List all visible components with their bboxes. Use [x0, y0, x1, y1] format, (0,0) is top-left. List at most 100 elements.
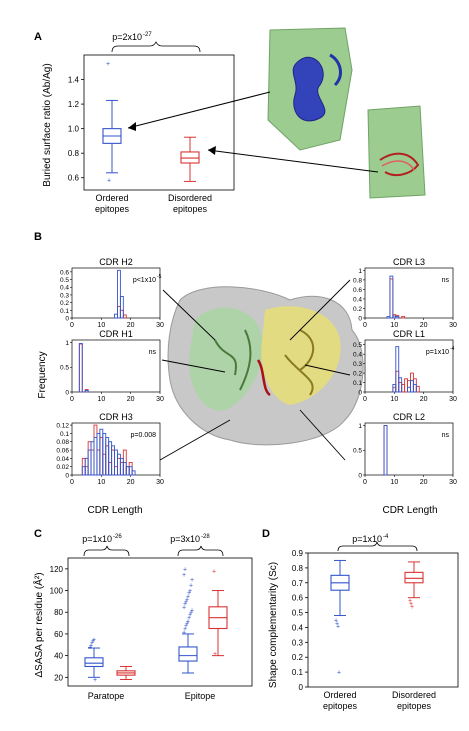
- panel-d-ytick-label: 0.1: [292, 668, 304, 677]
- cdr-pvalue-annotation: ns: [442, 432, 450, 439]
- panel-a-brace: [111, 41, 201, 53]
- cdr-ytick-label: 0.8: [353, 277, 362, 284]
- panel-a-box: [180, 151, 200, 164]
- panel-c-outlier: +: [92, 637, 96, 644]
- cdr-subplot-title: CDR L3: [393, 257, 425, 267]
- panel-b-ylabel: Frequency: [37, 351, 48, 398]
- cdr-pvalue-exp: -5: [157, 274, 162, 280]
- cdr-pvalue-annotation: ns: [149, 349, 157, 356]
- cdr-xtick-label: 0: [70, 396, 74, 403]
- panel-c-outlier: +: [186, 593, 190, 600]
- panel-c-brace-2: [177, 545, 224, 557]
- cdr-bar-ordered: [131, 470, 136, 476]
- cdr-ytick-label: 0.2: [353, 371, 362, 378]
- cdr-subplot-title: CDR H3: [99, 412, 133, 422]
- cdr-subplot-cdr-h3: CDR H3 0 10 20 30 0.120.10.08 0.060.040.02 0 p=0…: [56, 412, 164, 486]
- panel-c-pvalue-2-exp: -28: [201, 534, 210, 540]
- panel-c-outlier: +: [93, 677, 97, 684]
- cdr-ytick-label: 0.04: [56, 456, 69, 463]
- cdr-bar-ordered: [117, 269, 121, 319]
- cdr-ytick-label: 0.5: [353, 448, 362, 455]
- cdr-subplot-cdr-l1: CDR L1 0 10 20 30 0.5 0.4 0.3 0.2 0.1 0 p=1x10 -4: [353, 329, 457, 403]
- panel-c-outlier: +: [184, 623, 188, 630]
- cdr-subplot-frame: [364, 422, 454, 476]
- cdr-bar-ordered: [383, 425, 388, 476]
- panel-c-ytick-label: 80: [54, 608, 63, 617]
- panel-d-pvalue: p=1x10: [352, 534, 382, 544]
- panel-c-outlier: +: [185, 621, 189, 628]
- panel-c-outlier: +: [185, 597, 189, 604]
- cdr-ytick-label: 0: [65, 316, 69, 323]
- cdr-bar-ordered: [412, 383, 417, 393]
- panel-a-ylabel: Buried surface ratio (Ab/Ag): [42, 63, 53, 186]
- panel-a-plot-frame: [83, 54, 235, 191]
- panel-a-letter: A: [34, 31, 42, 43]
- cdr-pvalue-annotation: p=1x10: [426, 349, 449, 356]
- cdr-xtick-label: 20: [127, 479, 135, 486]
- panel-a-cat2-line1: Disordered: [168, 193, 212, 203]
- cdr-ytick-label: 0.08: [56, 439, 69, 446]
- panel-c-outlier: +: [189, 610, 193, 617]
- cdr-bar-ordered: [78, 343, 83, 393]
- panel-d-outlier: +: [337, 670, 341, 677]
- cdr-ytick-label: 0.1: [353, 380, 362, 387]
- cdr-ytick-label: 0: [358, 390, 362, 397]
- cdr-ytick-label: 0.6: [353, 287, 362, 294]
- panel-d-axes: 0.90.80.70.60.50.40.30.20.10+++++++: [292, 549, 459, 692]
- panel-c-pvalue-2: p=3x10: [170, 534, 200, 544]
- panel-d-ytick-label: 0.9: [292, 549, 304, 558]
- cdr-pvalue-exp: -4: [450, 346, 455, 352]
- panel-d-ytick-label: 0.3: [292, 638, 304, 647]
- cdr-xtick-label: 30: [156, 396, 164, 403]
- cdr-ytick-label: 0.2: [353, 306, 362, 313]
- cdr-xtick-label: 0: [363, 479, 367, 486]
- panel-d-ytick-label: 0.5: [292, 609, 304, 618]
- panel-a-structure-image-bottom: [367, 105, 426, 199]
- panel-c-plot-frame: [67, 557, 253, 687]
- cdr-ytick-label: 0: [358, 473, 362, 480]
- panel-c-pvalue-1: p=1x10: [82, 534, 112, 544]
- panel-a-cat1-line1: Ordered: [95, 193, 128, 203]
- panel-c-outlier: +: [182, 572, 186, 579]
- cdr-xtick-label: 10: [390, 396, 398, 403]
- panel-c-outlier: +: [188, 612, 192, 619]
- panel-a-ytick-label: 0.6: [68, 174, 80, 183]
- panel-a-pvalue-exp: -27: [143, 32, 152, 38]
- cdr-xtick-label: 0: [70, 479, 74, 486]
- panel-a-axes: 1.4 1.2 1.0 0.8 0.6 + +: [68, 54, 235, 191]
- cdr-ytick-label: 0.12: [56, 423, 69, 430]
- panel-b-antibody-structure-image: [167, 286, 364, 446]
- cdr-ytick-label: 0.5: [353, 342, 362, 349]
- cdr-ytick-label: 0.1: [60, 308, 69, 315]
- panel-c-outlier: +: [183, 626, 187, 633]
- panel-c-outlier: +: [183, 566, 187, 573]
- cdr-ytick-label: 0: [65, 390, 69, 397]
- panel-b-xlabel-right: CDR Length: [382, 505, 437, 516]
- cdr-xtick-label: 10: [97, 322, 105, 329]
- panel-a-outlier: +: [107, 178, 111, 185]
- cdr-xtick-label: 0: [363, 322, 367, 329]
- cdr-xtick-label: 30: [156, 322, 164, 329]
- panel-c-outlier: +: [187, 590, 191, 597]
- panel-a-cat1-line2: epitopes: [95, 204, 130, 214]
- panel-c-outlier: +: [190, 608, 194, 615]
- panel-d-outlier: +: [336, 623, 340, 630]
- cdr-xtick-label: 30: [449, 322, 457, 329]
- panel-d-ytick-label: 0.6: [292, 594, 304, 603]
- panel-a-structure-image-top: [267, 27, 353, 151]
- cdr-ytick-label: 0.02: [56, 464, 69, 471]
- panel-a-ytick-label: 0.8: [68, 149, 80, 158]
- cdr-subplot-title: CDR H2: [99, 257, 133, 267]
- panel-d-cat1-line1: Ordered: [323, 690, 356, 700]
- panel-c-outlier: +: [187, 615, 191, 622]
- cdr-pvalue-annotation: ns: [442, 277, 450, 284]
- panel-d-cat1-line2: epitopes: [323, 701, 358, 711]
- cdr-xtick-label: 20: [420, 479, 428, 486]
- panel-a-arrow-1: [127, 91, 271, 129]
- panel-d-cat2-line2: epitopes: [397, 701, 432, 711]
- cdr-xtick-label: 0: [70, 322, 74, 329]
- panel-c-pvalue-1-exp: -26: [113, 534, 122, 540]
- panel-c-outlier: +: [189, 583, 193, 590]
- panel-d-ytick-label: 0.2: [292, 653, 304, 662]
